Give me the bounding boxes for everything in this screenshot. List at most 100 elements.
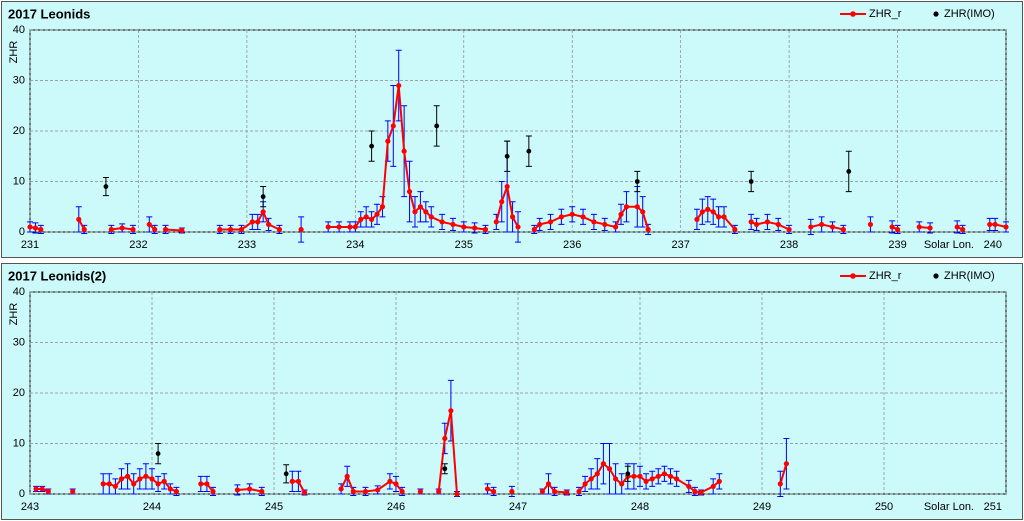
data-point xyxy=(38,226,44,233)
data-point xyxy=(260,209,266,215)
data-point xyxy=(137,476,143,482)
x-tick-label: 231 xyxy=(21,239,39,251)
data-point xyxy=(350,488,356,495)
data-point xyxy=(634,204,640,210)
data-point xyxy=(699,209,705,215)
data-point xyxy=(987,221,993,228)
y-tick-label: 40 xyxy=(13,24,25,36)
data-point xyxy=(198,481,204,487)
data-point xyxy=(927,225,933,231)
data-point xyxy=(472,225,478,231)
data-point xyxy=(204,481,210,487)
data-point xyxy=(643,478,649,484)
data-point xyxy=(777,481,783,487)
data-point xyxy=(347,224,353,230)
data-point xyxy=(721,214,727,220)
data-point xyxy=(694,216,700,222)
legend-marker xyxy=(850,273,856,279)
legend-label: ZHR(IMO) xyxy=(944,8,995,20)
data-point xyxy=(625,471,631,477)
data-point xyxy=(33,486,39,492)
data-point xyxy=(32,225,39,231)
y-tick-label: 10 xyxy=(13,175,25,187)
chart-title: 2017 Leonids(2) xyxy=(8,268,106,283)
data-point xyxy=(385,138,391,144)
x-tick-label: 248 xyxy=(631,501,649,513)
data-point xyxy=(515,224,521,230)
data-point xyxy=(960,226,966,233)
x-tick-label: 246 xyxy=(387,501,405,513)
data-point xyxy=(390,123,396,129)
data-point xyxy=(369,143,374,149)
y-tick-label: 20 xyxy=(13,125,25,137)
legend-marker xyxy=(850,11,856,17)
x-tick-label: 245 xyxy=(265,501,283,513)
data-point xyxy=(637,473,643,479)
x-axis-label: Solar Lon. xyxy=(924,501,974,513)
data-point xyxy=(276,226,283,233)
data-point xyxy=(499,199,505,205)
data-point xyxy=(808,224,814,230)
data-point xyxy=(661,471,668,477)
data-point xyxy=(552,488,558,495)
data-point xyxy=(606,466,613,472)
data-point xyxy=(417,204,423,210)
data-point xyxy=(255,219,261,225)
data-point xyxy=(753,221,760,228)
data-point xyxy=(482,226,489,233)
data-point xyxy=(103,184,109,189)
data-point xyxy=(118,476,125,482)
data-point xyxy=(705,206,711,212)
data-point xyxy=(564,489,570,496)
data-point xyxy=(406,189,413,195)
data-point xyxy=(442,466,448,472)
data-point xyxy=(710,483,716,490)
data-point xyxy=(247,486,253,492)
data-point xyxy=(588,476,594,482)
data-point xyxy=(143,473,149,479)
legend-marker xyxy=(933,273,939,279)
data-point xyxy=(619,481,625,487)
data-point xyxy=(916,224,922,230)
y-axis-label: ZHR xyxy=(8,303,20,326)
data-point xyxy=(155,451,161,456)
x-tick-label: 235 xyxy=(455,239,473,251)
x-tick-label: 247 xyxy=(509,501,527,513)
data-point xyxy=(545,481,552,487)
data-point xyxy=(594,471,600,477)
data-point xyxy=(238,226,245,233)
data-point xyxy=(1003,224,1009,230)
data-point xyxy=(130,226,136,233)
data-point xyxy=(591,219,597,225)
data-point xyxy=(434,123,440,129)
data-point xyxy=(640,209,646,215)
data-point xyxy=(547,219,554,225)
data-point xyxy=(618,211,624,217)
data-point xyxy=(379,204,386,210)
data-point xyxy=(716,478,722,484)
data-point xyxy=(537,221,543,228)
data-point xyxy=(692,488,698,495)
data-point xyxy=(423,209,429,215)
y-tick-label: 10 xyxy=(13,437,25,449)
x-tick-label: 240 xyxy=(984,239,1002,251)
data-point xyxy=(448,408,454,414)
data-point xyxy=(179,227,185,234)
data-point xyxy=(623,204,630,210)
data-point xyxy=(889,224,895,230)
data-point xyxy=(526,148,532,154)
data-point xyxy=(39,486,45,492)
x-tick-label: 237 xyxy=(671,239,689,251)
data-point xyxy=(217,226,223,233)
data-point xyxy=(399,488,405,495)
data-point xyxy=(173,488,179,495)
x-tick-label: 238 xyxy=(780,239,798,251)
data-point xyxy=(539,488,546,495)
data-point xyxy=(602,221,608,228)
data-point xyxy=(265,221,272,228)
data-point xyxy=(454,491,460,497)
data-point xyxy=(162,226,169,233)
data-point xyxy=(634,179,640,184)
data-point xyxy=(45,488,51,495)
